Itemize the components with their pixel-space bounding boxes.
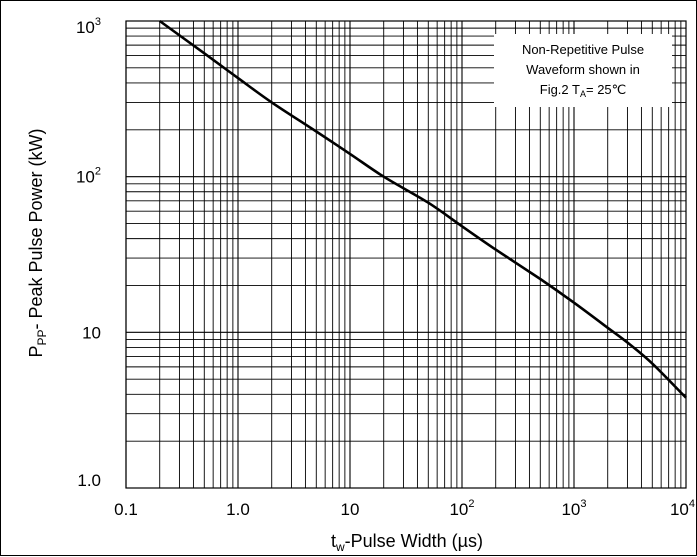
y-axis-label: PPP- Peak Pulse Power (kW) [26,128,49,357]
annotation-background [494,34,672,107]
x-tick-label: 0.1 [114,500,138,519]
series-group [158,19,687,399]
x-tick-label: 1.0 [226,500,250,519]
annotation-line-3: Fig.2 TA= 25℃ [540,82,627,99]
x-tick-label: 102 [449,498,474,519]
annotation-box: Non-Repetitive Pulse Waveform shown in F… [494,34,672,107]
y-tick-label: 103 [76,16,101,37]
y-tick-label: 1.0 [77,471,101,490]
y-tick-labels: 1.0 10 102 103 [76,16,101,490]
plot-area-border [125,20,687,489]
y-tick-label: 102 [76,166,101,187]
annotation-line-1: Non-Repetitive Pulse [522,42,644,57]
annotation-line-2: Waveform shown in [526,62,640,77]
plot-border [125,20,687,489]
x-tick-label: 103 [561,498,586,519]
x-tick-label: 104 [670,498,695,519]
y-tick-label: 10 [82,323,101,342]
x-tick-label: 10 [341,500,360,519]
x-axis-label: tw-Pulse Width (µs) [331,531,483,554]
x-tick-labels: 0.1 1.0 10 102 103 104 [114,498,695,519]
grid-lines [125,21,686,489]
power-curve [158,19,687,399]
